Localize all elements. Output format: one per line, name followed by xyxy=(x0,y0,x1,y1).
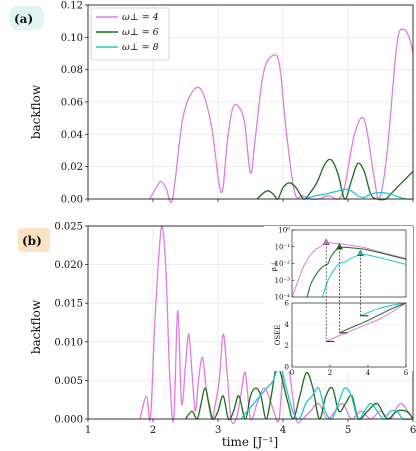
inset-top-frame xyxy=(291,229,407,298)
inset-bottom-frame xyxy=(291,302,407,368)
inset-background xyxy=(264,226,413,371)
panel-b-xticks: 1 2 3 4 5 6 xyxy=(85,419,416,436)
legend-label: ω⊥ = 4 xyxy=(122,12,159,23)
legend-label: ω⊥ = 8 xyxy=(122,42,159,53)
panel-b-xlabel: time [J⁻¹] xyxy=(222,435,278,449)
panel-b-tag: (b) xyxy=(22,234,42,248)
panel-b-xtick-label: 3 xyxy=(215,425,221,436)
series-line-a xyxy=(305,188,414,200)
inset-top-ytick-label: 10⁻³ xyxy=(275,277,291,285)
inset-top-ytick-label: 10⁻⁴ xyxy=(275,294,291,302)
inset-bottom-ylabel: OSEE xyxy=(274,325,282,346)
panel-a-frame xyxy=(87,4,414,200)
inset-top-line xyxy=(306,246,407,298)
panel-b-ytick-label: 0.015 xyxy=(54,299,83,310)
panel-a-ytick-label: 0.08 xyxy=(61,65,83,76)
inset-top-line xyxy=(321,253,407,298)
inset-bottom-xtick-label: 6 xyxy=(404,369,409,377)
panel-a-tag-bg xyxy=(10,6,44,30)
inset-top-ylabel: ρ⊥ xyxy=(270,261,278,272)
inset-bottom-line xyxy=(339,302,407,334)
inset-top-ytick-label: 10⁻¹ xyxy=(275,243,291,251)
series-line-a xyxy=(149,28,414,203)
inset-bottom-xtick-label: 0 xyxy=(290,369,294,377)
panel-b-ytick-label: 0.000 xyxy=(54,415,83,426)
inset-bottom-line xyxy=(325,302,407,342)
panel-a-ytick-label: 0.04 xyxy=(61,130,83,141)
inset-top: 10⁰ 10⁻¹ 10⁻² 10⁻³ 10⁻⁴ xyxy=(275,227,407,302)
panel-b-ytick-label: 0.005 xyxy=(54,376,83,387)
panel-b-ytick-label: 0.025 xyxy=(54,222,83,233)
inset-bottom-ytick-label: 4 xyxy=(285,321,290,329)
inset: 10⁰ 10⁻¹ 10⁻² 10⁻³ 10⁻⁴ 0 2 4 6 0 2 4 6 ρ⊥ OSEE xyxy=(264,226,413,377)
panel-b-ytick-label: 0.020 xyxy=(54,260,83,271)
inset-bottom-xtick-label: 2 xyxy=(328,369,332,377)
panel-a-lines xyxy=(149,28,414,203)
panel-a-ytick-label: 0.00 xyxy=(61,195,83,206)
panel-a-ylabel: backflow xyxy=(29,84,43,139)
panel-a-ytick-label: 0.10 xyxy=(61,33,83,44)
panel-a-ytick-label: 0.06 xyxy=(61,98,83,109)
panel-b-xtick-label: 5 xyxy=(345,425,351,436)
panel-b-ytick-label: 0.010 xyxy=(54,337,83,348)
panel-a-yticks: 0.00 0.02 0.04 0.06 0.08 0.10 0.12 xyxy=(61,1,414,206)
inset-drop-lines xyxy=(325,243,361,342)
series-line-b xyxy=(240,364,414,421)
legend: ω⊥ = 4 ω⊥ = 6 ω⊥ = 8 xyxy=(90,7,170,61)
panel-b-yticks: 0.000 0.005 0.010 0.015 0.020 0.025 xyxy=(54,222,88,426)
panel-b-xtick-label: 2 xyxy=(150,425,156,436)
inset-bottom-line xyxy=(360,302,407,317)
panel-b-xtick-label: 6 xyxy=(410,425,416,436)
inset-bottom-ytick-label: 2 xyxy=(285,342,289,350)
panel-b-ylabel: backflow xyxy=(29,299,43,354)
panel-b-tag-bg xyxy=(18,228,50,252)
inset-top-ytick-label: 10⁰ xyxy=(278,227,290,235)
inset-bottom-xtick-label: 4 xyxy=(366,369,371,377)
panel-b-xtick-label: 1 xyxy=(85,425,91,436)
panel-a-ytick-label: 0.02 xyxy=(61,162,83,173)
panel-a-ytick-label: 0.12 xyxy=(61,1,83,12)
inset-bottom-ytick-label: 6 xyxy=(285,300,290,308)
panel-b-xtick-label: 4 xyxy=(280,425,286,436)
inset-top-ytick-label: 10⁻² xyxy=(275,260,291,268)
legend-label: ω⊥ = 6 xyxy=(122,27,159,38)
inset-bottom-ytick-label: 0 xyxy=(285,364,289,372)
panel-a: (a) backflow 0.00 0.02 0.04 0.06 0.08 0.10 0.1… xyxy=(10,1,414,206)
panel-a-tag: (a) xyxy=(14,12,33,26)
